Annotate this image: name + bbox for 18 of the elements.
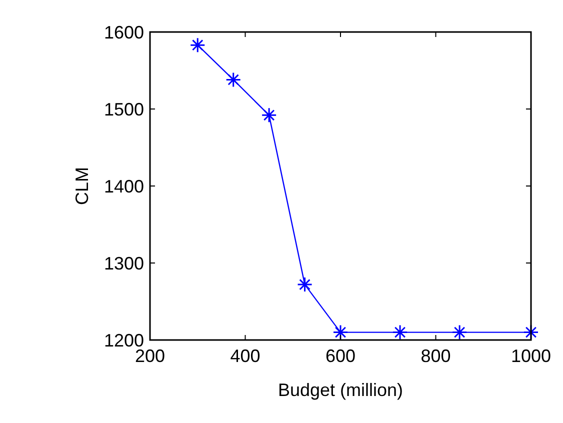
point [523,324,539,340]
point [452,324,468,340]
x-tick-label: 400 [230,346,260,366]
y-tick-label: 1500 [104,99,144,120]
point [392,324,408,340]
y-tick-label: 1400 [104,176,144,196]
y-tick-label: 1300 [104,253,144,274]
x-tick-label: 600 [325,346,356,366]
point [297,276,313,292]
y-tick-label: 1600 [104,22,144,42]
point [190,37,206,53]
x-tick-label: 1000 [510,346,552,366]
point [332,324,348,340]
x-axis-title: Budget (million) [278,380,404,400]
point [226,72,242,88]
x-tick-label: 800 [420,346,451,366]
y-axis-title: CLM [72,166,92,206]
point [261,107,277,123]
